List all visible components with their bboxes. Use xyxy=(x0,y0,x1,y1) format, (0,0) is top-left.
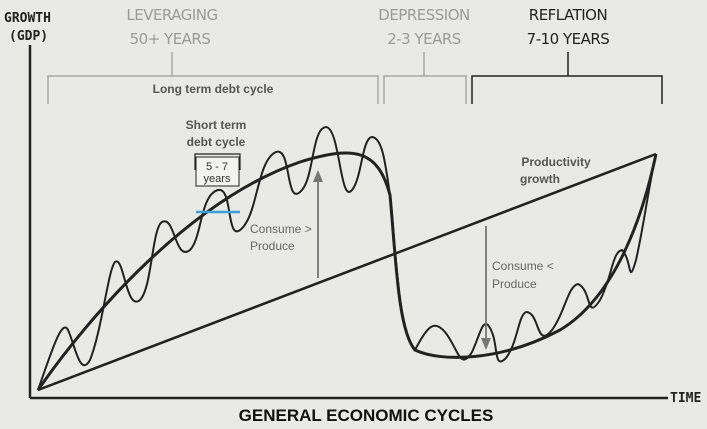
phase-leveraging-duration: 50+ YEARS xyxy=(130,30,211,48)
up-arrowhead-icon xyxy=(313,170,323,182)
short-term-debt-cycle-curve xyxy=(37,125,657,391)
consume-lt-label-line1: Consume < xyxy=(492,259,554,273)
bracket-leveraging xyxy=(47,52,379,104)
period-label-line2: years xyxy=(204,173,231,185)
phase-depression-duration: 2-3 YEARS xyxy=(387,30,461,48)
bracket-reflation xyxy=(471,52,663,104)
long-term-debt-cycle-label: Long term debt cycle xyxy=(153,82,274,96)
phase-reflation-duration: 7-10 YEARS xyxy=(527,30,610,48)
bracket-depression xyxy=(383,52,467,104)
consume-gt-label-line2: Produce xyxy=(250,239,295,253)
x-axis-label: TIME xyxy=(670,391,701,406)
y-axis-label-line2: (GDP) xyxy=(9,29,48,44)
phase-reflation-name: REFLATION xyxy=(529,6,607,24)
short-term-period-bracket xyxy=(194,153,241,170)
phase-depression-name: DEPRESSION xyxy=(378,6,469,24)
period-label-box xyxy=(195,156,240,187)
productivity-label-line1: Productivity xyxy=(521,155,591,169)
consume-gt-label-line1: Consume > xyxy=(250,222,312,236)
short-term-label-line2: debt cycle xyxy=(187,135,246,149)
diagram-title: GENERAL ECONOMIC CYCLES xyxy=(239,406,494,425)
phase-leveraging-name: LEVERAGING xyxy=(126,6,217,24)
period-label-line1: 5 - 7 xyxy=(206,161,228,173)
productivity-label-line2: growth xyxy=(520,172,560,186)
consume-lt-label-line2: Produce xyxy=(492,277,537,291)
y-axis-label-line1: GROWTH xyxy=(4,11,51,26)
productivity-growth-line xyxy=(37,152,657,392)
down-arrowhead-icon xyxy=(481,338,491,350)
short-term-label-line1: Short term xyxy=(186,118,247,132)
